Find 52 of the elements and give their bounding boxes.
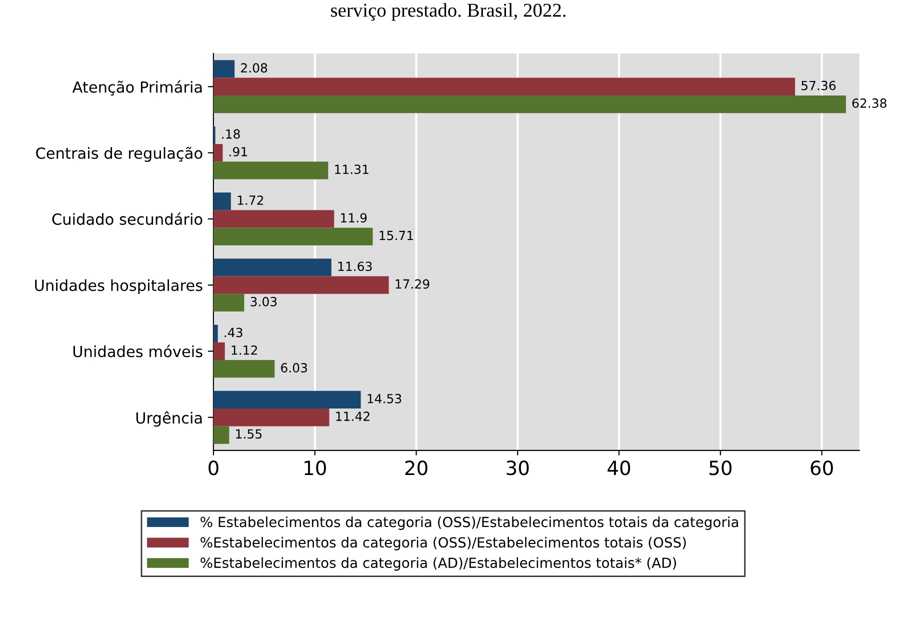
legend-label: %Estabelecimentos da categoria (OSS)/Estabelecimentos totais (OSS) xyxy=(200,536,686,550)
data-label: .18 xyxy=(222,129,240,139)
y-tick-label: Unidades móveis xyxy=(73,344,202,358)
data-label: 3.03 xyxy=(250,296,277,306)
data-label: .91 xyxy=(230,146,247,156)
x-tick-label: 0 xyxy=(208,460,218,476)
bar xyxy=(213,162,328,180)
legend-label: %Estabelecimentos da categoria (AD)/Estabelecimentos totais* (AD) xyxy=(200,557,676,571)
data-label: 1.72 xyxy=(238,195,264,205)
bar xyxy=(213,95,846,114)
bar xyxy=(213,390,361,409)
x-tick-label: 20 xyxy=(405,460,428,476)
data-label: 11.31 xyxy=(335,164,368,174)
bar xyxy=(213,258,332,276)
y-tick-label: Centrais de regulação xyxy=(36,146,202,162)
y-tick-label: Cuidado secundário xyxy=(52,212,202,225)
x-tick-label: 30 xyxy=(506,460,529,476)
bar xyxy=(213,408,330,426)
legend-label: % Estabelecimentos da categoria (OSS)/Estabelecimentos totais da categoria xyxy=(200,516,738,530)
bar xyxy=(213,144,223,162)
bar xyxy=(213,426,230,444)
bar xyxy=(213,78,796,96)
bar xyxy=(213,60,235,78)
x-tick-label: 10 xyxy=(304,460,326,476)
bar xyxy=(213,276,389,294)
data-label: 15.71 xyxy=(380,230,413,240)
data-label: 17.29 xyxy=(396,279,430,289)
y-tick-label: Atenção Primária xyxy=(72,80,202,96)
x-tick-label: 40 xyxy=(608,460,630,476)
data-label: 11.42 xyxy=(336,412,370,421)
data-label: 11.9 xyxy=(341,213,367,223)
data-label: 6.03 xyxy=(281,363,308,372)
data-label: 11.63 xyxy=(338,262,372,272)
chart-title: serviço prestado. Brasil, 2022. xyxy=(331,3,566,21)
data-label: 14.53 xyxy=(368,394,402,404)
y-tick-label: Unidades hospitalares xyxy=(35,279,202,294)
data-label: 57.36 xyxy=(802,80,836,90)
x-tick-label: 60 xyxy=(810,460,833,476)
bar xyxy=(213,192,231,210)
y-tick-label: Urgência xyxy=(136,411,202,427)
data-label: 2.08 xyxy=(241,63,268,73)
bar xyxy=(213,342,225,360)
bar xyxy=(213,210,334,228)
bar xyxy=(213,294,244,312)
bar xyxy=(213,228,373,246)
bar xyxy=(213,324,218,342)
x-tick-label: 50 xyxy=(710,460,732,476)
data-label: 1.55 xyxy=(236,429,262,439)
bar xyxy=(213,360,275,378)
data-label: .43 xyxy=(224,328,242,338)
data-label: 1.12 xyxy=(232,345,257,355)
data-label: 62.38 xyxy=(852,98,886,108)
